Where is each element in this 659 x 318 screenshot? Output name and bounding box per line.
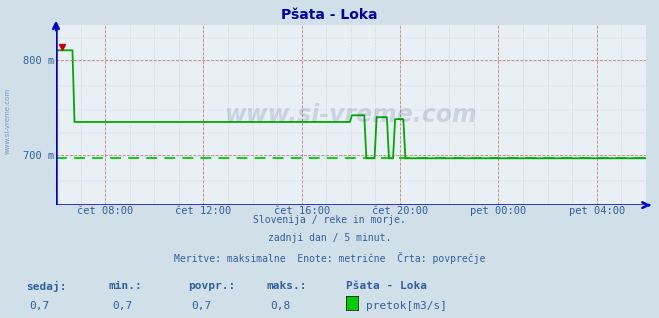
Text: Pšata - Loka: Pšata - Loka bbox=[281, 8, 378, 22]
Text: maks.:: maks.: bbox=[267, 281, 307, 291]
Text: sedaj:: sedaj: bbox=[26, 281, 67, 293]
Text: min.:: min.: bbox=[109, 281, 142, 291]
Text: zadnji dan / 5 minut.: zadnji dan / 5 minut. bbox=[268, 233, 391, 243]
Text: Slovenija / reke in morje.: Slovenija / reke in morje. bbox=[253, 215, 406, 225]
Text: 0,7: 0,7 bbox=[30, 301, 50, 310]
Text: 0,8: 0,8 bbox=[270, 301, 291, 310]
Text: www.si-vreme.com: www.si-vreme.com bbox=[5, 88, 11, 154]
Text: 0,7: 0,7 bbox=[112, 301, 132, 310]
Text: Pšata - Loka: Pšata - Loka bbox=[346, 281, 427, 291]
Text: www.si-vreme.com: www.si-vreme.com bbox=[225, 103, 477, 127]
Text: povpr.:: povpr.: bbox=[188, 281, 235, 291]
Text: 0,7: 0,7 bbox=[191, 301, 212, 310]
Text: pretok[m3/s]: pretok[m3/s] bbox=[366, 301, 447, 310]
Text: Meritve: maksimalne  Enote: metrične  Črta: povprečje: Meritve: maksimalne Enote: metrične Črta… bbox=[174, 252, 485, 264]
